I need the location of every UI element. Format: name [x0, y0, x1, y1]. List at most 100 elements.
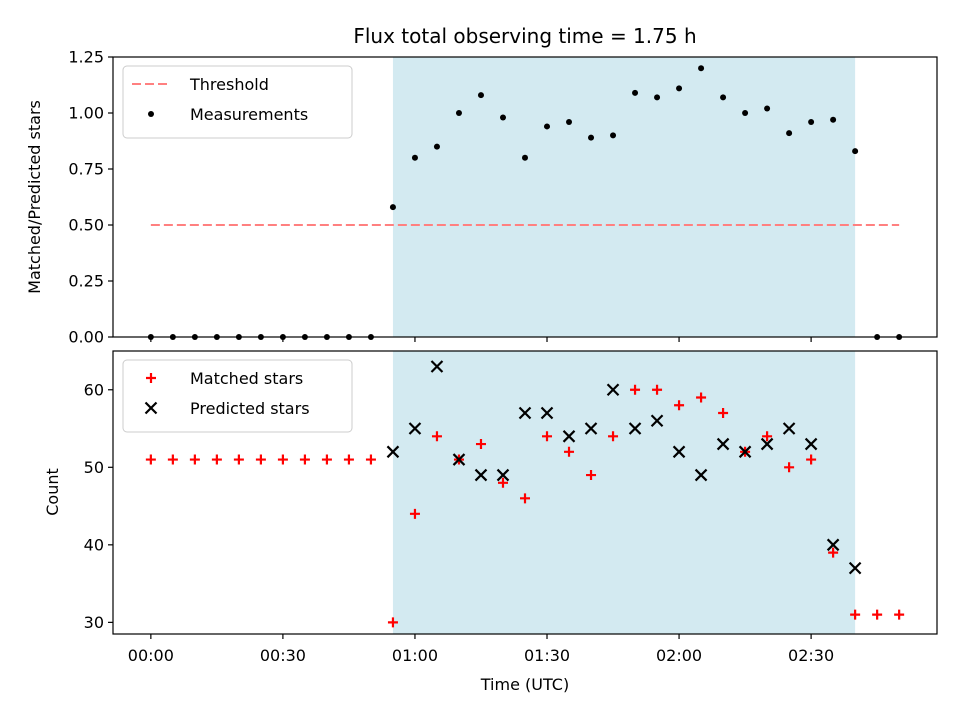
x-tick-label: 01:00 [392, 646, 438, 665]
measurement-point [544, 123, 551, 130]
series-predicted-stars [386, 360, 862, 575]
bottom-panel: 30 40 50 60 00:00 00:30 01:00 01:30 02:00 02:30 Ma… [84, 350, 938, 665]
matched-point [718, 408, 729, 419]
predicted-point [562, 430, 576, 443]
matched-point [542, 431, 553, 442]
y-tick-label: 1.25 [68, 48, 104, 67]
chart-title: Flux total observing time = 1.75 h [353, 24, 696, 48]
axes-frame [112, 56, 938, 338]
top-panel: 0.00 0.25 0.50 0.75 1.00 1.25 Threshold Measure… [68, 48, 938, 347]
measurement-point [720, 94, 727, 101]
measurement-point [455, 110, 462, 116]
legend: Matched stars Predicted stars [122, 359, 353, 433]
matched-point [608, 431, 619, 442]
legend-box [122, 359, 353, 433]
series-matched-stars [145, 384, 905, 628]
matched-point [564, 446, 575, 457]
predicted-point [386, 445, 400, 459]
measurement-point [411, 154, 418, 161]
measurement-point [522, 154, 528, 161]
legend-label: Predicted stars [190, 399, 310, 418]
legend-label: Threshold [189, 75, 269, 94]
matched-point [299, 454, 310, 465]
y-tick-label: 60 [84, 380, 104, 399]
measurement-point [389, 204, 396, 211]
legend-marker [144, 401, 158, 415]
legend-box [122, 65, 353, 139]
matched-point [365, 454, 376, 465]
matched-point [409, 508, 420, 519]
predicted-point [716, 437, 730, 451]
matched-point [145, 454, 156, 465]
predicted-point [650, 414, 664, 428]
predicted-point [474, 468, 488, 482]
legend-label: Measurements [190, 105, 308, 124]
matched-point [630, 384, 641, 395]
matched-point [387, 617, 398, 628]
matched-point [431, 431, 442, 442]
measurement-point [830, 116, 837, 123]
measurement-point [676, 85, 683, 92]
x-tick-label: 02:00 [656, 646, 702, 665]
predicted-point [606, 383, 620, 397]
matched-point [211, 454, 222, 465]
measurement-point [632, 89, 639, 96]
measurement-point [764, 105, 771, 112]
measurement-point [433, 143, 440, 150]
observing-window-shade [392, 57, 856, 337]
predicted-point [826, 538, 840, 552]
measurement-point [610, 132, 617, 139]
matched-point [167, 454, 178, 465]
measurement-point [499, 114, 506, 121]
y-tick-label: 30 [84, 613, 104, 632]
matched-point [872, 609, 883, 620]
measurement-point [786, 130, 793, 137]
predicted-point [496, 468, 510, 482]
measurement-point [852, 148, 859, 155]
y-tick-label: 0.00 [68, 328, 104, 347]
x-tick-label: 01:30 [524, 646, 570, 665]
y-tick-label: 0.75 [68, 160, 104, 179]
observing-window-shade [392, 351, 856, 634]
predicted-point [628, 422, 642, 435]
y-tick-label: 0.25 [68, 272, 104, 291]
predicted-point [584, 422, 598, 435]
matched-point [255, 454, 266, 465]
x-tick-label: 02:30 [788, 646, 834, 665]
measurement-point [808, 118, 815, 125]
top-y-axis-label: Matched/Predicted stars [25, 100, 44, 294]
matched-point [497, 477, 508, 488]
bottom-y-axis-label: Count [43, 468, 62, 516]
legend: Threshold Measurements [122, 65, 353, 139]
matched-point [828, 547, 839, 558]
measurement-point [698, 65, 705, 72]
predicted-point [518, 406, 532, 420]
matched-point [894, 609, 905, 620]
x-axis-label: Time (UTC) [480, 675, 569, 694]
predicted-point [848, 561, 862, 575]
legend-marker [148, 111, 154, 117]
y-tick-label: 1.00 [68, 104, 104, 123]
matched-point [806, 454, 817, 465]
matched-point [343, 454, 354, 465]
predicted-point [782, 422, 796, 435]
axes-frame [112, 350, 938, 635]
measurement-point [588, 134, 595, 141]
x-tick-label: 00:30 [260, 646, 306, 665]
predicted-point [694, 468, 708, 482]
measurement-point [654, 94, 661, 101]
matched-point [586, 470, 597, 481]
predicted-point [738, 445, 752, 459]
matched-point [277, 454, 288, 465]
y-tick-label: 0.50 [68, 216, 104, 235]
predicted-point [672, 445, 686, 459]
matched-point [652, 384, 663, 395]
matched-point [784, 462, 795, 473]
matched-point [321, 454, 332, 465]
predicted-point [760, 437, 774, 451]
matched-point [233, 454, 244, 465]
matched-point [674, 400, 685, 411]
matched-point [762, 431, 773, 442]
matched-point [850, 609, 861, 620]
y-tick-label: 50 [84, 458, 104, 477]
